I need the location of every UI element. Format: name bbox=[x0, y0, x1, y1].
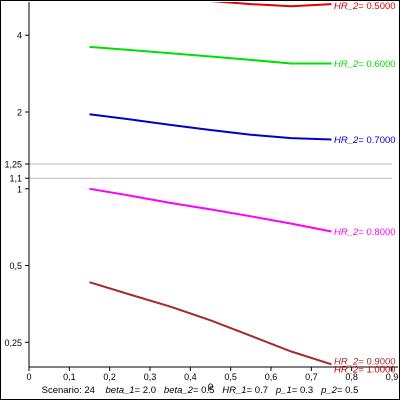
series-line-2 bbox=[89, 113, 332, 141]
series-label-1: HR_2= 0.6000 bbox=[334, 59, 396, 70]
param-beta-1: beta_1= 2.0 bbox=[105, 385, 156, 396]
series-line-3 bbox=[89, 187, 332, 233]
series-label-5: HR_2= 1.0000 bbox=[334, 364, 396, 375]
y-tick-label-0: 4 bbox=[17, 31, 22, 41]
x-tick-label-8: 0,8 bbox=[345, 372, 358, 382]
x-tick-label-3: 0,3 bbox=[144, 372, 157, 382]
x-axis-title: ρ bbox=[208, 381, 214, 392]
series-line-1 bbox=[89, 45, 332, 65]
series-label-4: HR_2= 0.9000 bbox=[334, 356, 396, 367]
y-tick-label-5: 0,5 bbox=[9, 261, 22, 271]
chart-caption: Scenario: 24 beta_1= 2.0 beta_2= 0.5 HR_… bbox=[0, 385, 400, 399]
x-tick-label-2: 0,2 bbox=[103, 372, 116, 382]
x-tick-label-7: 0,7 bbox=[305, 372, 318, 382]
y-tick-label-3: 1,1 bbox=[9, 174, 22, 184]
series-label-0: HR_2= 0.5000 bbox=[334, 1, 396, 12]
series-line-4 bbox=[89, 281, 332, 366]
x-tick-label-9: 0,9 bbox=[386, 372, 399, 382]
x-tick-label-1: 0,1 bbox=[63, 372, 76, 382]
y-tick-label-1: 2 bbox=[17, 107, 22, 117]
y-tick-label-2: 1,25 bbox=[4, 160, 22, 170]
param-hr-1: HR_1= 0.7 bbox=[222, 385, 268, 396]
x-tick-label-5: 0,5 bbox=[224, 372, 237, 382]
y-tick-label-4: 1 bbox=[17, 184, 22, 194]
x-tick-label-6: 0,6 bbox=[265, 372, 278, 382]
param-p-2: p_2= 0.5 bbox=[321, 385, 359, 396]
param-p-1: p_1= 0.3 bbox=[275, 385, 314, 396]
x-tick-label-4: 0,4 bbox=[184, 372, 197, 382]
y-tick-label-6: 0,25 bbox=[4, 338, 22, 348]
series-label-3: HR_2= 0.8000 bbox=[334, 227, 396, 238]
series-label-2: HR_2= 0.7000 bbox=[334, 135, 396, 146]
param-beta-2: beta_2= 0.5 bbox=[163, 385, 215, 396]
scenario-label: Scenario: 24 bbox=[41, 385, 95, 396]
series-line-0 bbox=[210, 2, 332, 8]
x-tick-label-0: 0 bbox=[26, 372, 31, 382]
